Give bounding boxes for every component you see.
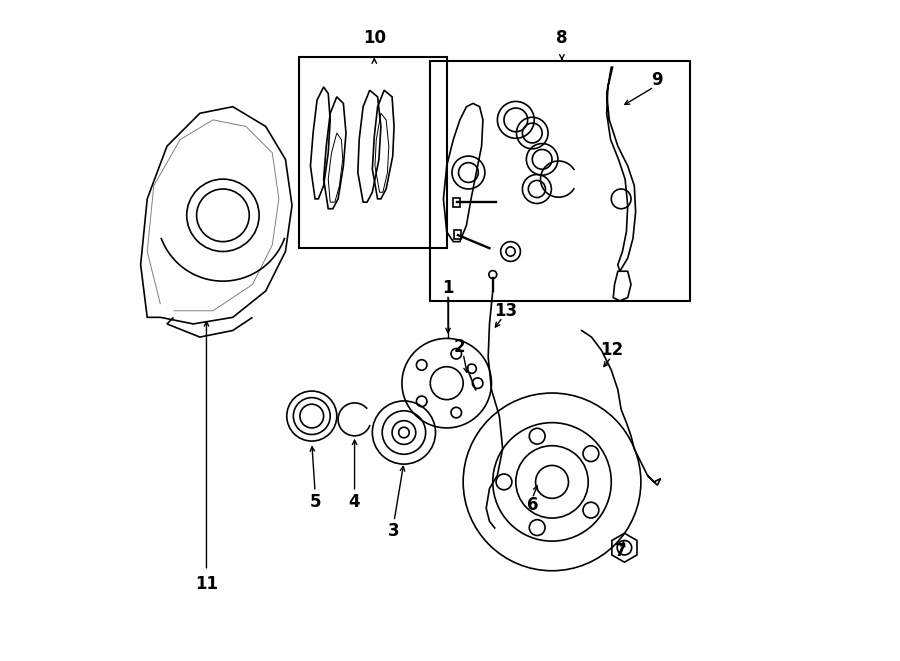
Text: 3: 3 xyxy=(388,522,400,540)
Circle shape xyxy=(489,270,497,278)
Circle shape xyxy=(467,364,476,373)
Text: 12: 12 xyxy=(599,341,623,359)
Text: 4: 4 xyxy=(348,492,360,511)
Text: 7: 7 xyxy=(616,542,627,560)
Text: 6: 6 xyxy=(526,496,538,514)
Text: 1: 1 xyxy=(442,279,454,297)
Text: 10: 10 xyxy=(363,28,386,46)
Text: 11: 11 xyxy=(195,575,218,593)
Bar xyxy=(430,61,690,301)
Text: 5: 5 xyxy=(310,492,320,511)
Text: 9: 9 xyxy=(652,71,663,89)
Bar xyxy=(454,230,461,239)
Text: 8: 8 xyxy=(556,28,568,46)
Bar xyxy=(299,58,446,249)
Text: 13: 13 xyxy=(494,302,518,320)
Bar xyxy=(454,198,460,207)
Text: 2: 2 xyxy=(454,338,465,356)
